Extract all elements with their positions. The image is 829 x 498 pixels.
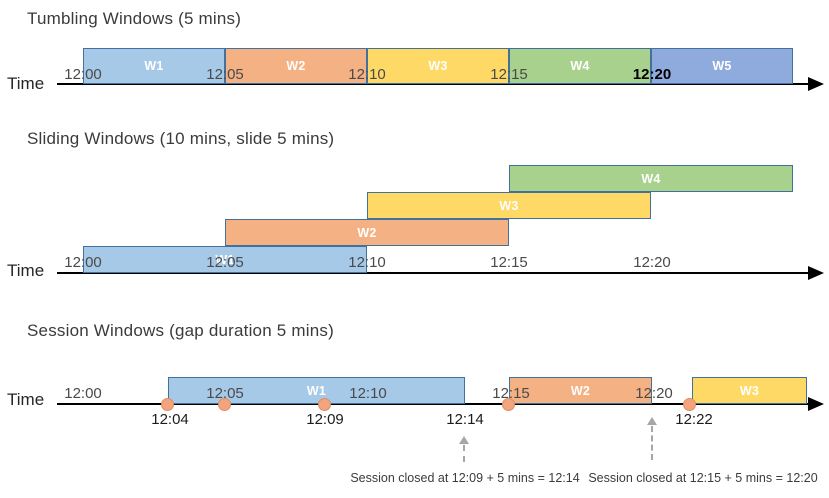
event-dot: [161, 398, 174, 411]
tick-label: 12:05: [206, 66, 244, 83]
tick-label: 12:10: [348, 254, 386, 271]
window-label: W2: [286, 59, 306, 73]
window-label: W2: [570, 383, 591, 398]
window-box-w1: W1: [168, 377, 465, 404]
tick-label: 12:10: [349, 385, 387, 402]
event-time-label: 12:22: [675, 411, 713, 428]
window-label: W3: [739, 383, 760, 398]
window-label: W1: [144, 59, 164, 73]
axis-arrow-icon: [808, 397, 824, 411]
axis-label-time: Time: [7, 261, 45, 280]
section-title: Session Windows (gap duration 5 mins): [27, 321, 334, 340]
window-label: W4: [641, 171, 661, 186]
window-box-w2: W2: [225, 219, 509, 246]
axis-label-time: Time: [7, 390, 45, 409]
window-box-w4: W4: [509, 165, 793, 192]
window-label: W1: [215, 252, 235, 267]
session-close-annotation: Session closed at 12:15 + 5 mins = 12:20: [588, 471, 818, 485]
window-box-w1: W1: [83, 48, 225, 84]
annotation-arrow-shaft: [651, 426, 653, 460]
window-label: W1: [306, 383, 327, 398]
tick-label: 12:05: [206, 385, 244, 402]
time-axis: [57, 403, 813, 405]
time-axis: [57, 83, 813, 85]
annotation-arrow-icon: [647, 417, 657, 425]
axis-arrow-icon: [808, 266, 824, 280]
window-label: W3: [428, 59, 448, 73]
event-time-label: 12:09: [306, 411, 344, 428]
window-box-w5: W5: [651, 48, 793, 84]
event-dot: [683, 398, 696, 411]
window-box-w3: W3: [367, 192, 651, 219]
event-dot: [218, 398, 231, 411]
window-box-w3: W3: [692, 377, 807, 404]
window-label: W5: [712, 59, 732, 73]
session-close-annotation: Session closed at 12:09 + 5 mins = 12:14: [350, 471, 580, 485]
tick-label: 12:00: [64, 385, 102, 402]
window-box-w2: W2: [509, 377, 652, 404]
section-title: Tumbling Windows (5 mins): [27, 9, 242, 28]
tick-label: 12:15: [492, 385, 530, 402]
section-title: Sliding Windows (10 mins, slide 5 mins): [27, 129, 335, 148]
event-dot: [318, 398, 331, 411]
event-time-label: 12:04: [151, 411, 189, 428]
event-time-label: 12:14: [446, 411, 484, 428]
tick-label: 12:00: [64, 66, 102, 83]
tick-label: 12:20: [632, 66, 672, 83]
event-dot: [502, 398, 515, 411]
axis-label-time: Time: [7, 74, 45, 93]
window-box-w4: W4: [509, 48, 651, 84]
tick-label: 12:00: [64, 254, 102, 271]
window-label: W4: [570, 59, 590, 73]
window-box-w2: W2: [225, 48, 367, 84]
tick-label: 12:15: [490, 66, 528, 83]
window-box-w1: W1: [83, 246, 367, 273]
tick-label: 12:10: [348, 66, 386, 83]
time-axis: [57, 272, 813, 274]
annotation-arrow-icon: [459, 436, 469, 444]
tick-label: 12:20: [633, 254, 671, 271]
tick-label: 12:15: [490, 254, 528, 271]
annotation-arrow-shaft: [463, 445, 465, 462]
window-label: W2: [357, 225, 377, 240]
window-label: W3: [499, 198, 519, 213]
tick-label: 12:20: [635, 385, 673, 402]
tick-label: 12:05: [206, 254, 244, 271]
axis-arrow-icon: [808, 77, 824, 91]
window-box-w3: W3: [367, 48, 509, 84]
